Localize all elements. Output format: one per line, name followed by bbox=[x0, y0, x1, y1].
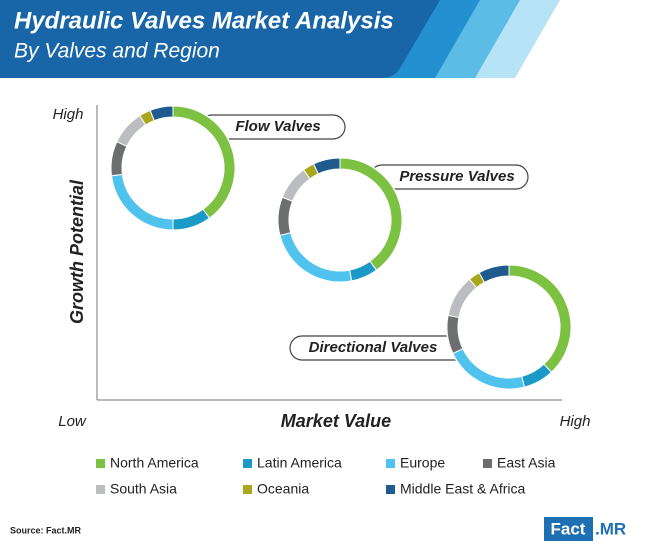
y-axis-label: Growth Potential bbox=[67, 179, 87, 324]
legend-swatch bbox=[243, 459, 252, 468]
plot: Flow Valves Pressure Valves Directional Va… bbox=[110, 105, 572, 390]
x-axis-high: High bbox=[560, 413, 591, 430]
legend-label: Latin America bbox=[257, 455, 342, 471]
legend: North America Latin America Europe East Asi… bbox=[96, 455, 556, 497]
logo-box bbox=[544, 517, 593, 541]
donut-bg bbox=[277, 157, 403, 283]
legend-label: South Asia bbox=[110, 481, 177, 497]
source: Source: Fact.MR bbox=[10, 525, 82, 535]
x-axis-low: Low bbox=[58, 413, 87, 430]
y-axis-high: High bbox=[53, 106, 84, 123]
legend-swatch bbox=[96, 485, 105, 494]
logo-right: .MR bbox=[595, 519, 626, 538]
donut-segment bbox=[149, 105, 174, 122]
legend-label: North America bbox=[110, 455, 199, 471]
legend-label: Oceania bbox=[257, 481, 309, 497]
legend-swatch bbox=[96, 459, 105, 468]
x-axis-label: Market Value bbox=[281, 411, 391, 431]
donut-segment bbox=[478, 264, 510, 283]
legend-swatch bbox=[386, 459, 395, 468]
header-band bbox=[0, 0, 560, 78]
donut-bg bbox=[110, 105, 236, 231]
legend-label: East Asia bbox=[497, 455, 556, 471]
logo-left: Fact bbox=[551, 519, 586, 538]
legend-label: Middle East & Africa bbox=[400, 481, 525, 497]
donut-label: Flow Valves bbox=[235, 118, 320, 135]
legend-label: Europe bbox=[400, 455, 445, 471]
donut-label: Pressure Valves bbox=[399, 168, 514, 185]
subtitle: By Valves and Region bbox=[14, 40, 220, 63]
legend-swatch bbox=[386, 485, 395, 494]
donut-label: Directional Valves bbox=[309, 339, 438, 356]
donut-bg bbox=[446, 264, 572, 390]
legend-swatch bbox=[483, 459, 492, 468]
title: Hydraulic Valves Market Analysis bbox=[14, 7, 394, 34]
legend-swatch bbox=[243, 485, 252, 494]
donut-segment bbox=[312, 157, 341, 175]
